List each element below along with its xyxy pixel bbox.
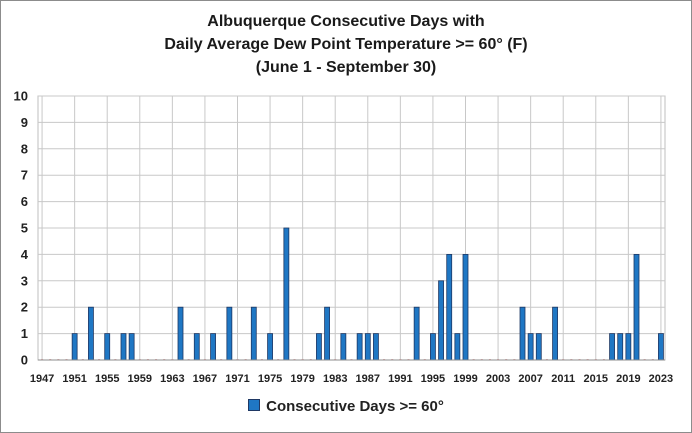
chart-title-line-1: Albuquerque Consecutive Days with <box>207 13 485 30</box>
y-tick-label: 6 <box>21 194 28 209</box>
y-tick-label: 9 <box>21 115 28 130</box>
bar <box>633 253 640 361</box>
bar <box>519 306 526 361</box>
x-tick-label: 1979 <box>290 373 314 385</box>
y-tick-label: 7 <box>21 168 28 183</box>
y-tick-label: 4 <box>21 247 29 262</box>
x-tick-label: 1971 <box>225 373 249 385</box>
bar <box>177 306 184 361</box>
bar <box>535 333 542 361</box>
bar <box>283 227 290 361</box>
bar <box>364 333 371 361</box>
legend-swatch <box>248 399 261 412</box>
y-tick-label: 8 <box>21 141 28 156</box>
bar <box>226 306 233 361</box>
bar <box>454 333 461 361</box>
bar <box>88 306 94 361</box>
chart-title: Albuquerque Consecutive Days with Daily … <box>0 10 692 79</box>
x-tick-label: 1955 <box>95 373 119 385</box>
bar <box>658 333 664 361</box>
bar <box>446 253 453 361</box>
y-tick-label: 5 <box>21 221 28 236</box>
x-tick-label: 1959 <box>128 373 152 385</box>
y-tick-label: 10 <box>14 89 28 104</box>
bar <box>438 280 444 361</box>
x-tick-label: 1999 <box>453 373 477 385</box>
x-tick-label: 2011 <box>551 373 575 385</box>
bar <box>430 333 436 361</box>
bar <box>267 333 273 361</box>
x-tick-label: 1947 <box>30 373 54 385</box>
x-tick-label: 2015 <box>584 373 608 385</box>
bar <box>104 333 111 361</box>
x-tick-label: 1991 <box>388 373 412 385</box>
x-tick-label: 1975 <box>258 373 282 385</box>
bar <box>625 333 632 361</box>
bar <box>128 333 135 361</box>
bar <box>527 333 534 361</box>
bar <box>210 333 216 361</box>
legend-label: Consecutive Days >= 60° <box>266 398 444 415</box>
bar <box>250 306 257 361</box>
y-tick-label: 0 <box>21 353 28 368</box>
bar <box>617 333 624 361</box>
y-tick-label: 3 <box>21 273 28 288</box>
x-tick-label: 1951 <box>62 373 86 385</box>
x-tick-label: 2003 <box>486 373 510 385</box>
y-tick-label: 2 <box>21 300 28 315</box>
x-tick-label: 2019 <box>616 373 640 385</box>
bar <box>373 333 379 361</box>
bar <box>552 306 558 361</box>
x-tick-label: 1967 <box>193 373 217 385</box>
bar <box>609 333 615 361</box>
x-tick-label: 1995 <box>421 373 445 385</box>
x-tick-label: 1983 <box>323 373 347 385</box>
chart-title-line-3: (June 1 - September 30) <box>255 59 437 76</box>
y-tick-label: 1 <box>21 326 28 341</box>
bar <box>316 333 322 361</box>
x-tick-label: 2007 <box>518 373 542 385</box>
legend: Consecutive Days >= 60° <box>0 398 692 415</box>
bar <box>340 333 347 361</box>
bar <box>324 306 330 361</box>
bar <box>356 333 363 361</box>
bar <box>413 306 420 361</box>
x-tick-label: 1987 <box>356 373 380 385</box>
bar <box>71 333 78 361</box>
bar <box>193 333 200 361</box>
chart-title-line-2: Daily Average Dew Point Temperature >= 6… <box>164 36 528 53</box>
x-tick-label: 1963 <box>160 373 184 385</box>
bar <box>120 333 127 361</box>
bar <box>462 253 469 361</box>
x-tick-label: 2023 <box>649 373 673 385</box>
